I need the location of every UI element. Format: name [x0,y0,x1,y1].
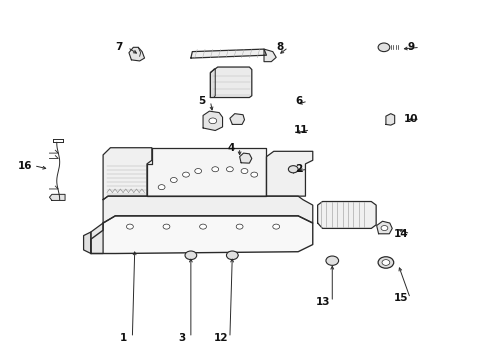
Polygon shape [264,49,276,62]
Circle shape [250,172,257,177]
Text: 1: 1 [120,333,127,343]
Circle shape [226,251,238,260]
Circle shape [194,168,201,174]
Circle shape [381,260,389,265]
Circle shape [163,224,169,229]
Polygon shape [239,153,251,163]
Polygon shape [129,47,144,61]
Circle shape [199,224,206,229]
Text: 15: 15 [393,293,408,303]
Circle shape [236,224,243,229]
Circle shape [377,43,389,51]
Polygon shape [103,148,152,200]
Polygon shape [190,49,266,58]
Polygon shape [103,196,312,223]
Circle shape [226,167,233,172]
Circle shape [158,185,164,190]
Polygon shape [317,202,375,228]
Text: 4: 4 [227,143,234,153]
Polygon shape [49,194,65,201]
Circle shape [184,251,196,260]
Circle shape [170,177,177,183]
Text: 6: 6 [295,96,302,106]
Text: 11: 11 [294,125,308,135]
Polygon shape [210,69,215,98]
Text: 12: 12 [213,333,228,343]
Text: 16: 16 [18,161,32,171]
Polygon shape [266,151,312,196]
Text: 5: 5 [198,96,205,106]
Polygon shape [203,111,222,131]
Polygon shape [91,223,103,253]
Polygon shape [229,114,244,125]
Polygon shape [385,114,394,125]
Polygon shape [210,67,251,98]
Circle shape [272,224,279,229]
Text: 10: 10 [403,114,418,124]
Circle shape [211,167,218,172]
Circle shape [325,256,338,265]
Text: 7: 7 [115,42,122,52]
Text: 2: 2 [295,164,302,174]
Text: 14: 14 [393,229,408,239]
Text: 8: 8 [275,42,283,52]
Circle shape [208,118,216,124]
Polygon shape [147,148,266,196]
Text: 9: 9 [407,42,414,52]
Text: 13: 13 [316,297,330,307]
Polygon shape [83,232,91,253]
Text: 3: 3 [178,333,185,343]
Circle shape [380,226,387,230]
Circle shape [241,168,247,174]
Circle shape [288,166,298,173]
Polygon shape [376,221,391,234]
Polygon shape [91,216,312,253]
Circle shape [126,224,133,229]
Circle shape [182,172,189,177]
Circle shape [377,257,393,268]
